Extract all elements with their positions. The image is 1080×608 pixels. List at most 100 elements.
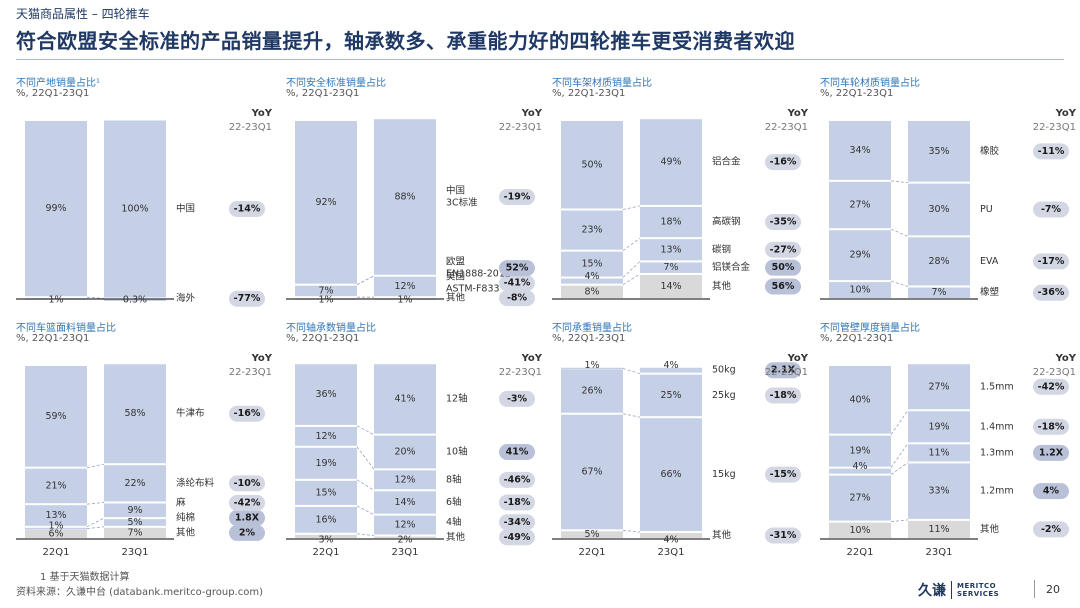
bar-segment: [640, 206, 702, 238]
bar-value-label: 35%: [928, 146, 949, 157]
yoy-period: 22-23Q1: [228, 367, 272, 378]
bar-segment: [295, 121, 357, 284]
bar-segment: [374, 276, 436, 297]
series-name-label: 碳钢: [712, 243, 731, 255]
bar-segment: [908, 444, 970, 462]
series-name-label: PU: [980, 204, 993, 215]
bar-value-label: 4%: [663, 360, 678, 371]
bar-segment: [104, 465, 166, 502]
bar-segment: [561, 414, 623, 530]
bar-value-label: 41%: [394, 393, 415, 404]
bar-segment: [374, 435, 436, 469]
page-divider: [1034, 580, 1035, 598]
category-label: 22Q1: [847, 547, 874, 558]
bar-value-label: 34%: [849, 145, 870, 156]
connector-line: [622, 529, 641, 533]
yoy-pill: [499, 290, 535, 307]
bar-value-label: 59%: [45, 411, 66, 422]
category-label: 22Q1: [579, 547, 606, 558]
series-name-label: 其他: [980, 523, 1000, 535]
series-name-label: 15kg: [712, 469, 736, 480]
breadcrumb: 天猫商品属性 – 四轮推车: [16, 7, 150, 21]
series-name-label: 1.5mm: [980, 381, 1014, 392]
bar-value-label: 92%: [315, 197, 336, 208]
page-number: 20: [1046, 583, 1060, 596]
bar-segment: [829, 522, 891, 538]
bar-value-label: 1%: [397, 295, 412, 306]
yoy-value-label: 56%: [772, 281, 795, 292]
bar-segment: [561, 251, 623, 277]
yoy-pill: [229, 405, 265, 422]
yoy-value-label: 1.8X: [235, 512, 260, 523]
connector-line: [890, 180, 909, 184]
bar-segment: [295, 426, 357, 446]
yoy-value-label: 50%: [772, 262, 795, 273]
bar-segment: [908, 463, 970, 519]
series-name-label: 其他: [176, 526, 196, 538]
bar-value-label: 66%: [660, 469, 681, 480]
bar-segment: [25, 468, 87, 504]
series-name-label: 8轴: [446, 473, 462, 485]
bar-value-label: 12%: [394, 474, 415, 485]
category-label: 22Q1: [313, 547, 340, 558]
series-name-label: 麻: [176, 496, 186, 508]
yoy-period: 22-23Q1: [1032, 367, 1076, 378]
bar-value-label: 7%: [663, 262, 678, 273]
yoy-pill: [765, 259, 801, 276]
yoy-value-label: -11%: [1038, 146, 1065, 157]
yoy-value-label: -14%: [234, 203, 261, 214]
chart-subtitle: %, 22Q1-23Q1: [16, 333, 90, 344]
series-name-label: 其他: [446, 531, 466, 543]
bar-segment: [561, 367, 623, 370]
category-label: 23Q1: [926, 547, 953, 558]
bar-value-label: 18%: [660, 217, 681, 228]
bar-value-label: 50%: [581, 159, 602, 170]
yoy-value-label: 41%: [506, 447, 529, 458]
bar-value-label: 14%: [394, 497, 415, 508]
bar-value-label: 19%: [849, 446, 870, 457]
bar-segment: [908, 287, 970, 298]
yoy-pill: [1033, 418, 1069, 435]
bar-value-label: 28%: [928, 256, 949, 267]
connector-line: [86, 526, 105, 529]
connector-line: [86, 463, 105, 469]
yoy-pill: [765, 278, 801, 295]
connector-line: [356, 425, 375, 435]
yoy-value-label: -10%: [234, 478, 261, 489]
bar-value-label: 10%: [849, 525, 870, 536]
connector-line: [622, 273, 641, 286]
bar-value-label: 27%: [849, 493, 870, 504]
bar-segment: [829, 282, 891, 298]
connector-line: [356, 479, 375, 491]
connector-line: [890, 519, 909, 522]
category-label: 23Q1: [122, 547, 149, 558]
bar-value-label: 11%: [928, 447, 949, 458]
source-note: 资料来源：久谦中台 (databank.meritco-group.com): [16, 587, 263, 598]
bar-value-label: 1%: [318, 295, 333, 306]
bar-segment: [295, 480, 357, 505]
bar-value-label: 7%: [127, 527, 142, 538]
bar-value-label: 7%: [931, 287, 946, 298]
bar-value-label: 30%: [928, 204, 949, 215]
bar-segment: [561, 285, 623, 298]
bar-segment: [908, 411, 970, 443]
yoy-pill: [499, 494, 535, 511]
yoy-value-label: -27%: [770, 244, 797, 255]
category-label: 23Q1: [658, 547, 685, 558]
chart-title: 不同安全标准销量占比: [286, 78, 386, 89]
series-name-label: EVA: [980, 256, 999, 267]
bar-value-label: 20%: [394, 447, 415, 458]
chart-subtitle: %, 22Q1-23Q1: [820, 333, 894, 344]
yoy-value-label: 2%: [239, 527, 256, 538]
yoy-value-label: -3%: [507, 393, 528, 404]
chart-panel: 5% 67% 26% 1% 4% 66% 25% 4% 其他 -31% 15kg -15% 25kg -1…: [552, 319, 812, 558]
chart-panel: 8% 4% 15% 23% 50% 14% 7% 13% 18% 49% 其他 56% 铝镁合金 50% 碳…: [552, 74, 812, 306]
bar-value-label: 99%: [45, 203, 66, 214]
yoy-value-label: -18%: [770, 390, 797, 401]
stacked-bar-chart: 3% 16% 15% 19% 12% 36% 2% 12% 14% 12% 20% 41% 其他 -49%…: [286, 364, 535, 558]
yoy-pill: [499, 444, 535, 460]
series-name-label: 6轴: [446, 496, 462, 508]
series-name-label: 中国: [176, 202, 195, 214]
chart-subtitle: %, 22Q1-23Q1: [286, 333, 360, 344]
bar-value-label: 88%: [394, 191, 415, 202]
